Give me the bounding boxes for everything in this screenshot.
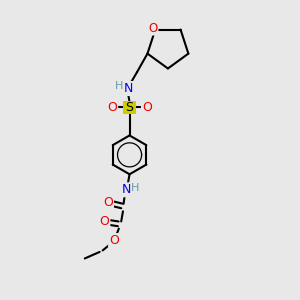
Bar [123,100,136,114]
Text: O: O [103,196,113,209]
Text: O: O [107,100,117,114]
Text: O: O [142,100,152,114]
Text: O: O [148,22,158,34]
Text: N: N [123,82,133,95]
Text: H: H [115,81,123,91]
Text: N: N [121,183,131,196]
Text: O: O [109,234,119,247]
Text: H: H [131,183,139,193]
Text: S: S [126,100,134,114]
Text: O: O [100,215,110,228]
